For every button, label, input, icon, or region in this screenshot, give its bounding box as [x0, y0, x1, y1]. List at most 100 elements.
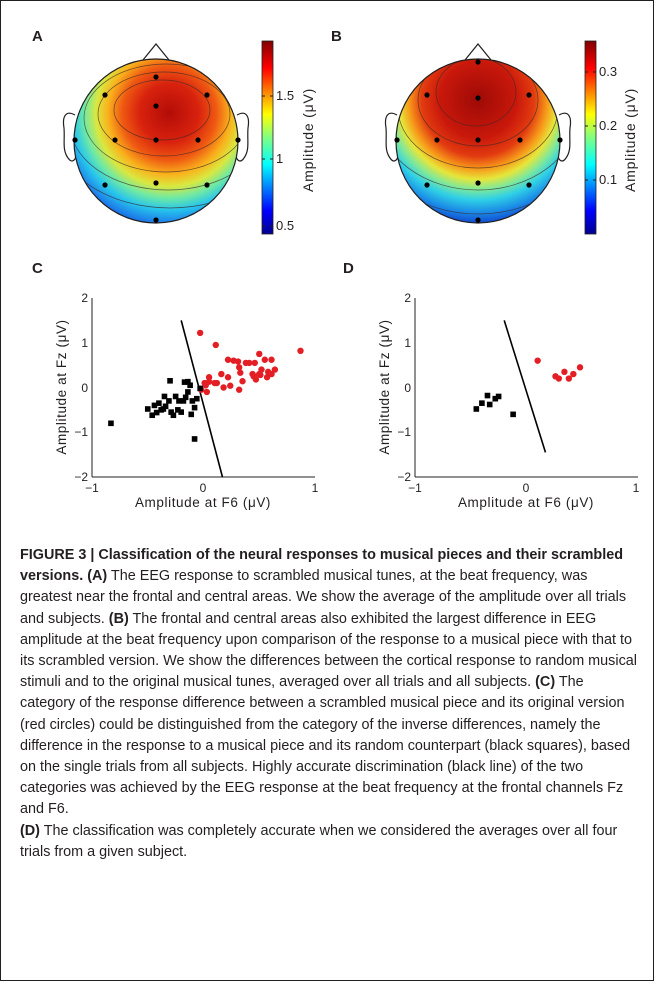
data-point-black-square: [189, 398, 196, 404]
caption-text-b: The frontal and central areas also exhib…: [20, 610, 637, 691]
x-axis-label-c: Amplitude at F6 (μV): [135, 495, 271, 510]
colorbar-b-tick: 0.3: [599, 64, 617, 79]
caption-text-c: The category of the response difference …: [20, 674, 631, 818]
data-point-red-circle: [261, 356, 269, 363]
data-point-red-circle: [268, 370, 275, 378]
y-tick-label: 2: [81, 291, 88, 305]
data-point-red-circle: [230, 357, 237, 364]
y-tick-label: 1: [81, 336, 88, 350]
data-point-black-square: [172, 393, 179, 400]
decision-line: [180, 320, 224, 478]
head-map-b: [384, 43, 572, 224]
data-point-red-circle: [224, 356, 232, 363]
data-point-black-square: [168, 409, 174, 415]
data-point-red-circle: [205, 378, 213, 385]
colorbar-b-tick: 0.1: [599, 172, 617, 187]
caption-text-d: The classification was completely accura…: [20, 822, 618, 860]
panel-d-letter: D: [343, 260, 354, 277]
data-point-black-square: [185, 389, 191, 395]
data-point-red-circle: [220, 384, 227, 391]
data-point-black-square: [486, 401, 493, 408]
figure-caption: FIGURE 3 | Classification of the neural …: [20, 545, 642, 863]
data-point-black-square: [492, 395, 499, 402]
data-point-black-square: [175, 407, 181, 413]
data-point-red-circle: [249, 370, 256, 378]
colorbar-a-tick: 1.5: [276, 88, 294, 103]
data-point-red-circle: [213, 379, 221, 387]
data-point-red-circle: [224, 374, 232, 381]
ear-left-icon: [62, 112, 77, 162]
y-tick-label: −2: [397, 470, 411, 484]
data-point-black-square: [181, 379, 188, 385]
x-tick-label: −1: [85, 481, 99, 495]
data-point-red-circle: [239, 378, 246, 385]
colorbar-a-tick: 1: [276, 151, 283, 166]
data-point-red-circle: [251, 359, 258, 367]
x-tick-label: 1: [312, 481, 319, 495]
y-axis-label-c: Amplitude at Fz (μV): [54, 319, 69, 454]
data-point-black-square: [156, 400, 162, 406]
data-point-black-square: [191, 404, 198, 411]
data-point-black-square: [180, 398, 187, 404]
panel-b-letter: B: [331, 28, 342, 45]
data-point-black-square: [176, 398, 182, 404]
caption-label-b: (B): [108, 610, 129, 627]
data-point-red-circle: [203, 388, 211, 396]
ear-right-icon: [557, 112, 572, 162]
data-point-black-square: [161, 393, 168, 400]
data-point-black-square: [162, 403, 169, 410]
data-point-black-square: [188, 411, 195, 418]
ear-left-icon: [384, 112, 399, 162]
electrodes-a: [72, 74, 241, 223]
data-point-red-circle: [257, 371, 264, 379]
data-point-red-circle: [205, 374, 213, 381]
y-axis-label-d: Amplitude at Fz (μV): [377, 319, 392, 454]
data-point-red-circle: [565, 375, 573, 382]
ear-right-icon: [235, 112, 250, 162]
data-point-red-circle: [271, 366, 279, 373]
data-point-black-square: [182, 394, 189, 401]
data-point-black-square: [167, 377, 173, 384]
data-point-black-square: [510, 411, 516, 418]
data-point-black-square: [166, 398, 172, 404]
data-point-red-circle: [227, 382, 234, 389]
data-point-red-circle: [576, 364, 584, 371]
data-point-red-circle: [534, 357, 541, 364]
colorbar-a: 1.5 1 0.5 Amplitude (μV): [261, 40, 316, 235]
data-point-black-square: [191, 436, 198, 442]
y-tick-label: 0: [404, 381, 411, 395]
data-point-red-circle: [555, 375, 563, 382]
data-point-red-circle: [263, 374, 271, 381]
y-tick-label: −1: [397, 425, 411, 439]
data-point-red-circle: [258, 366, 265, 373]
y-tick-label: −1: [74, 425, 88, 439]
data-point-black-square: [144, 406, 151, 412]
data-point-black-square: [194, 395, 200, 402]
data-point-red-circle: [218, 370, 225, 378]
data-point-red-circle: [237, 369, 244, 376]
colorbar-b-tick: 0.2: [599, 118, 617, 133]
data-point-black-square: [170, 412, 177, 419]
decision-line: [503, 320, 547, 453]
data-point-black-square: [151, 402, 158, 409]
colorbar-a-label: Amplitude (μV): [300, 88, 316, 192]
data-point-black-square: [187, 382, 193, 389]
data-point-red-circle: [561, 368, 568, 376]
x-tick-label: 0: [523, 481, 530, 495]
x-tick-label: 0: [200, 481, 207, 495]
data-point-black-square: [473, 406, 480, 412]
colorbar-b: 0.3 0.2 0.1 Amplitude (μV): [584, 40, 638, 235]
panel-a-letter: A: [32, 28, 43, 45]
scatter-plot-c: −1 0 1 2 1 0 −1 −2 Amplitude at F6 (μV) …: [54, 291, 319, 510]
data-point-black-square: [185, 378, 191, 385]
y-tick-label: 2: [404, 291, 411, 305]
data-point-red-circle: [252, 376, 260, 383]
data-point-black-square: [149, 412, 156, 419]
y-tick-label: −2: [74, 470, 88, 484]
caption-label-a: (A): [87, 568, 108, 585]
x-tick-label: −1: [408, 481, 422, 495]
data-point-red-circle: [196, 329, 204, 337]
data-point-black-square: [108, 420, 114, 427]
caption-text-a: The EEG response to scrambled musical tu…: [20, 568, 627, 627]
data-point-red-circle: [235, 364, 243, 371]
